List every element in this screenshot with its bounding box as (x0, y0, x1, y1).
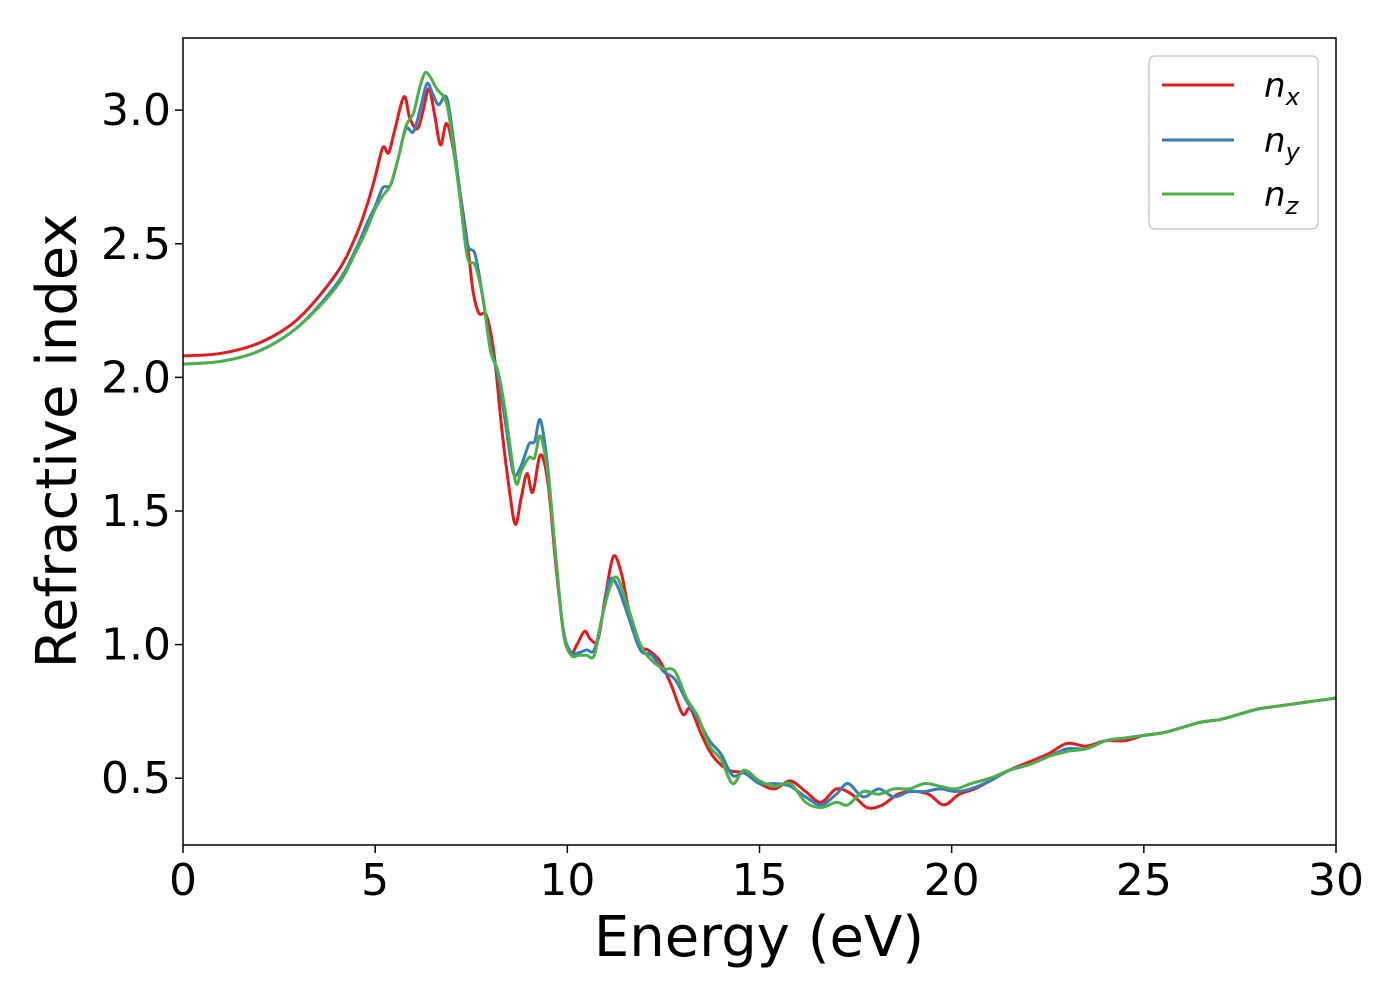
y-tick-label: 2.0 (101, 352, 171, 403)
series-line-nz (182, 70, 1337, 810)
x-tick-label: 0 (169, 855, 197, 906)
legend-entry-ny-subscript: y (1285, 138, 1301, 166)
y-axis-label: Refractive index (25, 214, 90, 669)
legend-entry-nx-subscript: x (1285, 83, 1301, 111)
y-tick-label: 1.5 (101, 486, 171, 537)
y-tick-label: 1.0 (101, 620, 171, 671)
legend-entry-nz: nz (1264, 175, 1300, 220)
legend-box (1148, 55, 1319, 230)
series-layer (182, 70, 1337, 810)
y-tick-label: 0.5 (101, 753, 171, 804)
legend-entry-nx-name: n (1264, 66, 1286, 106)
y-tick-label: 3.0 (101, 85, 171, 136)
x-tick-label: 15 (732, 855, 788, 906)
legend-entry-ny-name: n (1264, 121, 1286, 161)
x-tick-label: 20 (924, 855, 980, 906)
x-tick-label: 5 (361, 855, 389, 906)
x-axis-ticks: 0 5 10 15 20 25 30 (169, 845, 1364, 906)
x-tick-label: 25 (1116, 855, 1172, 906)
y-axis-ticks: 0.5 1.0 1.5 2.0 2.5 3.0 (101, 85, 183, 804)
x-tick-label: 10 (539, 855, 595, 906)
x-axis-label: Energy (eV) (594, 905, 924, 970)
legend-entry-ny: ny (1264, 121, 1301, 166)
legend-entry-nx: nx (1264, 66, 1301, 111)
legend: nx ny nz (1148, 55, 1319, 230)
y-tick-label: 2.5 (101, 219, 171, 270)
legend-entry-nz-subscript: z (1285, 192, 1300, 220)
x-tick-label: 30 (1308, 855, 1364, 906)
legend-entry-nz-name: n (1264, 175, 1286, 215)
